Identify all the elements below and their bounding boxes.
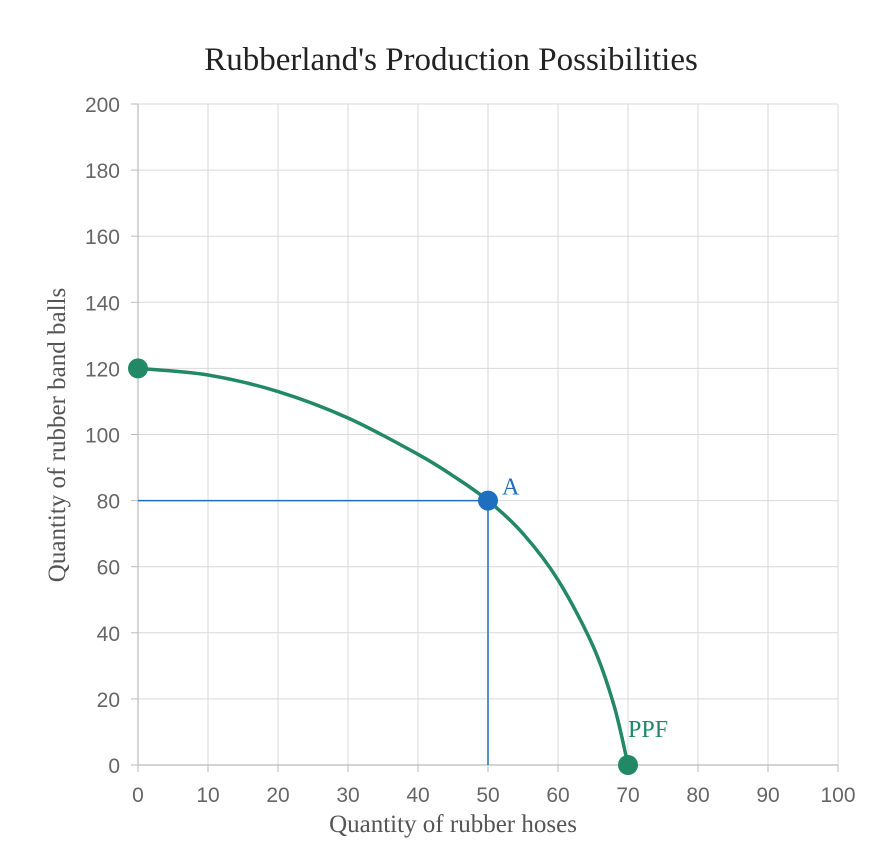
- y-tick-label: 20: [97, 689, 120, 712]
- x-tick-label: 30: [336, 784, 359, 807]
- ppf-curve: [136, 366, 630, 767]
- x-tick-label: 10: [196, 784, 219, 807]
- y-tick-label: 120: [85, 358, 120, 381]
- chart-title: Rubberland's Production Possibilities: [204, 42, 698, 78]
- series-layer: [136, 366, 630, 767]
- y-tick-label: 160: [85, 226, 120, 249]
- x-tick-label: 20: [266, 784, 289, 807]
- ppf-endpoint: [128, 358, 148, 379]
- point-label: A: [502, 475, 520, 501]
- x-tick-label: 70: [616, 784, 639, 807]
- y-tick-label: 200: [85, 94, 120, 117]
- x-tick-label: 60: [546, 784, 569, 807]
- x-axis-label: Quantity of rubber hoses: [329, 811, 577, 838]
- y-tick-label: 80: [97, 491, 120, 514]
- y-axis-label: Quantity of rubber band balls: [44, 288, 71, 582]
- x-tick-label: 100: [820, 784, 855, 807]
- annotations-layer: A PPF: [502, 475, 668, 743]
- x-tick-labels: 0 10 20 30 40 50 60 70 80 90 100: [132, 784, 855, 807]
- x-tick-label: 90: [756, 784, 779, 807]
- x-tick-label: 50: [476, 784, 499, 807]
- x-tick-label: 0: [132, 784, 144, 807]
- y-tick-label: 40: [97, 623, 120, 646]
- point-a-marker: [478, 490, 498, 511]
- y-tick-label: 0: [108, 755, 120, 778]
- point-guides: [138, 499, 489, 765]
- axes: [131, 103, 839, 772]
- ppf-endpoint: [618, 755, 638, 775]
- y-tick-labels: 0 20 40 60 80 100 120 140 160 180 200: [85, 94, 120, 778]
- y-tick-label: 100: [85, 425, 120, 448]
- x-tick-label: 80: [686, 784, 709, 807]
- points-layer: [128, 358, 638, 775]
- y-tick-label: 140: [85, 292, 120, 315]
- y-tick-label: 60: [97, 557, 120, 580]
- ppf-label: PPF: [628, 717, 668, 743]
- y-tick-label: 180: [85, 160, 120, 183]
- x-tick-label: 40: [406, 784, 429, 807]
